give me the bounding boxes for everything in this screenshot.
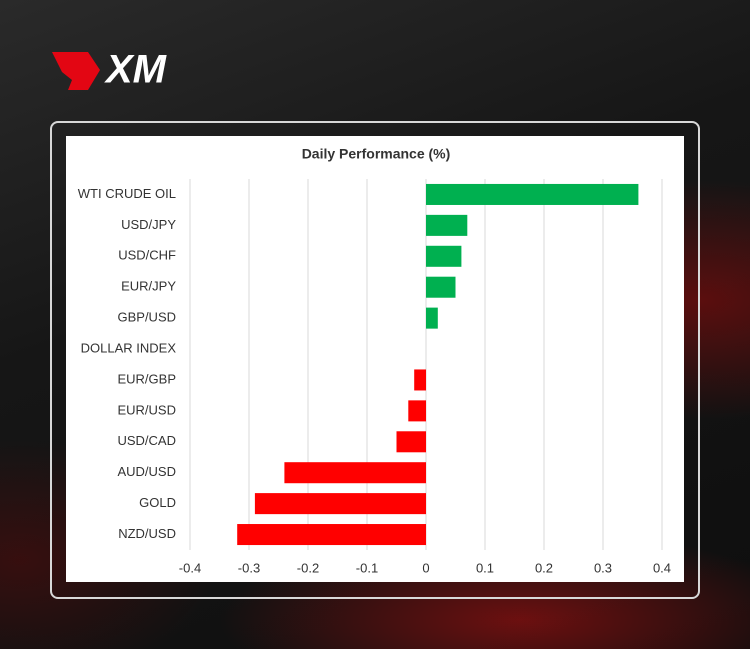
logo-text: XM	[104, 48, 168, 92]
y-tick-label: EUR/JPY	[121, 279, 176, 294]
y-tick-label: GBP/USD	[117, 310, 176, 325]
bar	[254, 493, 426, 515]
bar	[408, 400, 426, 422]
bar	[426, 276, 456, 298]
bar	[237, 524, 426, 546]
x-tick-label: -0.1	[356, 560, 378, 575]
chart: Daily Performance (%) -0.4 -0.3 -0.2 -0.1 0 0…	[66, 136, 684, 582]
panel	[50, 121, 700, 599]
x-tick-label: 0.1	[476, 560, 494, 575]
bar	[284, 462, 426, 484]
x-tick-label: 0.4	[653, 560, 671, 575]
y-tick-label: EUR/USD	[117, 402, 176, 417]
x-tick-label: 0.2	[535, 560, 553, 575]
bar	[426, 307, 438, 329]
logo-icon	[52, 52, 100, 90]
bar	[414, 369, 426, 391]
x-tick-label: -0.3	[238, 560, 260, 575]
y-tick-label: USD/CHF	[118, 248, 176, 263]
bar	[426, 245, 462, 267]
bar	[426, 214, 468, 236]
y-tick-label: AUD/USD	[117, 464, 176, 479]
y-tick-label: DOLLAR INDEX	[81, 340, 177, 355]
y-tick-label: WTI CRUDE OIL	[78, 186, 176, 201]
y-tick-label: USD/JPY	[121, 217, 176, 232]
y-tick-label: USD/CAD	[117, 433, 176, 448]
x-tick-label: 0	[422, 560, 429, 575]
x-tick-label: -0.4	[179, 560, 201, 575]
logo: XM	[52, 48, 168, 92]
chart-title: Daily Performance (%)	[302, 146, 451, 162]
y-tick-label: EUR/GBP	[117, 371, 176, 386]
x-tick-label: 0.3	[594, 560, 612, 575]
y-tick-label: NZD/USD	[118, 526, 176, 541]
x-tick-label: -0.2	[297, 560, 319, 575]
y-tick-label: GOLD	[139, 495, 176, 510]
bar	[396, 431, 426, 453]
bar	[426, 183, 639, 205]
